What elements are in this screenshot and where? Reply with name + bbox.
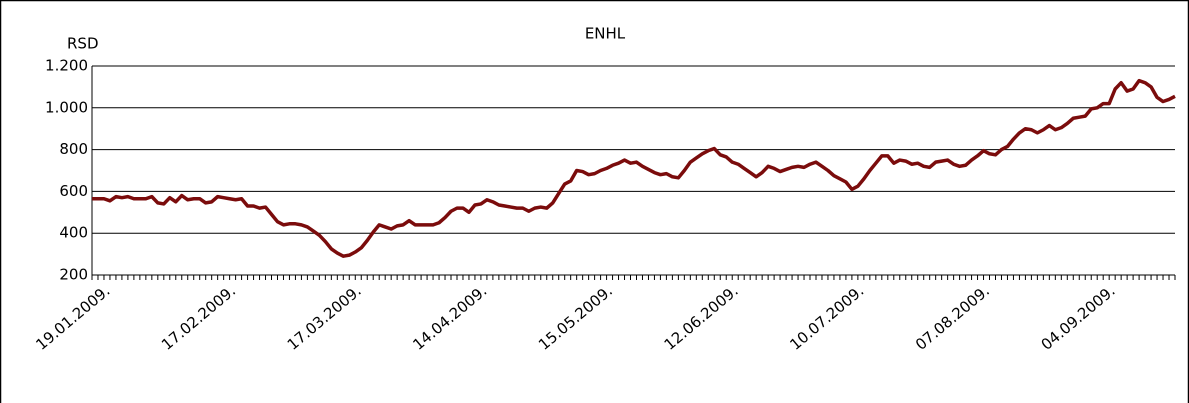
x-tick-label: 10.07.2009. [786,282,867,354]
x-tick-label: 07.08.2009. [912,282,993,354]
chart-title: ENHL [585,25,626,43]
y-tick-label: 200 [59,266,88,284]
x-tick-label: 17.02.2009. [158,282,239,354]
y-tick-label: 600 [59,182,88,200]
x-tick-label: 14.04.2009. [409,282,490,354]
y-tick-label: 1.000 [45,98,88,116]
x-tick-label: 19.01.2009. [32,282,113,354]
line-series [92,78,1176,258]
x-tick-label: 04.09.2009. [1038,282,1119,354]
x-tick-label: 12.06.2009. [661,282,742,354]
x-tick-label: 17.03.2009. [284,282,365,354]
y-tick-label: 1.200 [45,57,88,75]
x-tick-label: 15.05.2009. [535,282,616,354]
y-tick-label: 400 [59,224,88,242]
y-axis-label: RSD [67,35,99,53]
y-tick-label: 800 [59,140,88,158]
